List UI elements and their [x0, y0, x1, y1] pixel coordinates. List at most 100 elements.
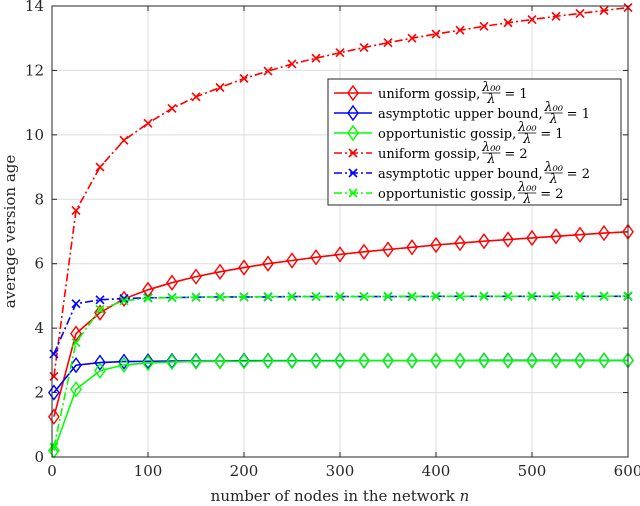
data-point: [262, 255, 274, 272]
data-point: [71, 299, 81, 309]
data-point: [95, 295, 105, 305]
data-point: [119, 135, 129, 145]
data-point: [454, 352, 466, 369]
data-point: [359, 42, 369, 53]
data-point: [574, 352, 586, 369]
legend-fraction-numerator: λ₀₀: [517, 120, 537, 135]
legend-fraction-denominator: λ: [549, 172, 558, 187]
legend-marker: [348, 188, 358, 198]
legend-fraction-numerator: λ₀₀: [543, 160, 563, 175]
data-point: [215, 82, 225, 93]
data-point: [71, 338, 81, 348]
data-point: [335, 292, 345, 302]
data-point: [118, 356, 130, 374]
data-point: [479, 291, 489, 301]
data-point: [334, 246, 346, 263]
data-point: [359, 292, 369, 302]
data-point: [287, 59, 297, 69]
y-tick-label: 0: [34, 448, 44, 466]
legend-fraction-denominator: λ: [549, 112, 558, 127]
data-point: [239, 292, 249, 302]
data-point: [551, 291, 561, 301]
data-point: [263, 66, 273, 76]
data-point: [190, 353, 202, 370]
data-point: [382, 352, 394, 369]
data-point: [503, 18, 513, 28]
legend-ratio-value: = 2: [540, 187, 563, 202]
data-point: [48, 384, 60, 401]
data-point: [49, 349, 59, 359]
legend-ratio-value: = 2: [504, 147, 527, 162]
data-point: [502, 231, 514, 248]
legend-label: uniform gossip,: [378, 87, 480, 102]
data-point: [49, 442, 59, 452]
legend-ratio-value: = 1: [567, 107, 590, 122]
data-point: [263, 292, 273, 302]
data-point: [599, 5, 609, 16]
x-tick-label: 0: [47, 462, 57, 480]
data-point: [70, 325, 82, 342]
series-6: [49, 291, 633, 452]
data-point: [191, 92, 201, 102]
data-point: [49, 371, 59, 382]
data-point: [431, 29, 441, 39]
data-point: [598, 352, 610, 369]
data-point: [382, 241, 394, 258]
y-tick-label: 2: [34, 384, 44, 402]
series-3: [48, 352, 634, 459]
data-point: [94, 362, 106, 379]
legend-ratio-value: = 1: [504, 87, 527, 102]
data-point: [430, 236, 442, 254]
data-point: [214, 353, 226, 370]
data-point: [407, 291, 417, 301]
legend-marker: [347, 124, 359, 142]
legend-fraction-numerator: λ₀₀: [481, 80, 501, 95]
legend-marker: [347, 84, 359, 102]
data-point: [191, 292, 201, 302]
data-point: [238, 259, 250, 276]
data-point: [71, 205, 81, 216]
data-point: [334, 352, 346, 370]
data-point: [503, 291, 513, 301]
legend-box: [327, 78, 622, 206]
data-point: [383, 38, 393, 48]
legend-fraction-denominator: λ: [522, 132, 531, 147]
data-point: [286, 352, 298, 370]
x-tick-label: 500: [518, 462, 547, 480]
data-point: [455, 25, 465, 35]
data-point: [311, 292, 321, 302]
series-line: [53, 295, 629, 448]
data-point: [119, 296, 129, 306]
data-point: [479, 21, 489, 31]
legend-label: asymptotic upper bound,: [378, 167, 543, 182]
legend-marker: [348, 168, 358, 178]
data-point: [335, 48, 345, 58]
data-point: [478, 352, 490, 369]
legend-fraction-denominator: λ: [486, 152, 495, 167]
data-point: [575, 8, 585, 18]
legend-ratio-value: = 2: [567, 167, 590, 182]
data-point: [526, 352, 538, 369]
legend-ratio-value: = 1: [540, 127, 563, 142]
data-point: [598, 224, 610, 242]
data-point: [550, 352, 562, 369]
data-point: [574, 226, 586, 243]
legend-fraction-denominator: λ: [522, 192, 531, 207]
data-point: [262, 352, 274, 370]
x-tick-label: 600: [614, 462, 640, 480]
series-line: [53, 295, 628, 355]
y-axis-label: average version age: [1, 155, 19, 309]
legend-label: uniform gossip,: [378, 147, 480, 162]
y-tick-label: 6: [34, 255, 44, 273]
series-5: [49, 291, 633, 359]
y-tick-label: 12: [25, 61, 44, 79]
legend-fraction-numerator: λ₀₀: [481, 140, 501, 155]
x-tick-label: 400: [422, 462, 451, 480]
data-point: [527, 14, 537, 25]
data-point: [454, 234, 466, 252]
